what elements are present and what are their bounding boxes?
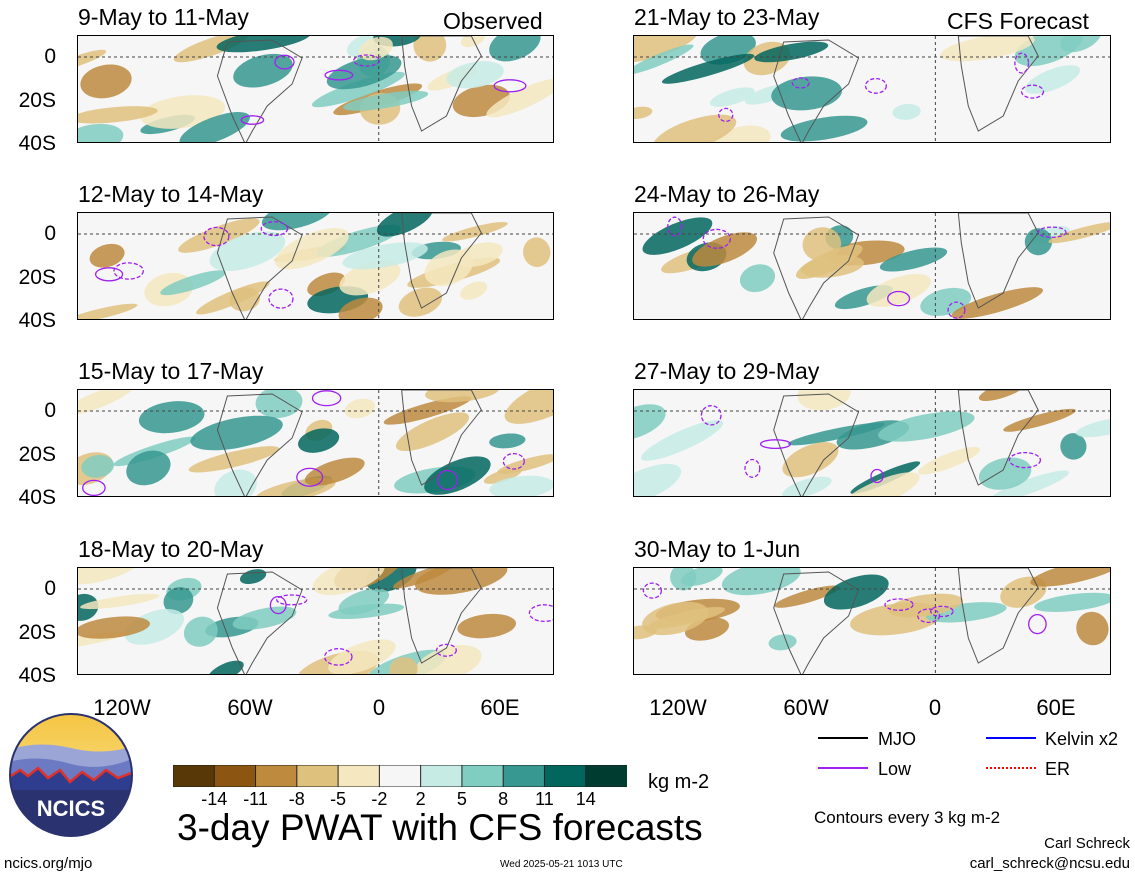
colorbar-swatch [420,765,463,787]
legend-label-er: ER [1045,759,1071,779]
ncics-logo: NCICS [9,713,133,837]
panel-title: 12-May to 14-May [78,181,264,207]
legend-label-mjo: MJO [878,729,916,749]
colorbar-tick-label: -2 [371,789,388,809]
pwat-map-panel [633,35,1111,143]
legend-line-kelvin [986,737,1036,739]
contour-note: Contours every 3 kg m-2 [814,808,1001,827]
author-email[interactable]: carl_schreck@ncsu.edu [969,855,1130,872]
colorbar-swatch [296,765,340,787]
legend-label-kelvin: Kelvin x2 [1045,729,1119,749]
colorbar-swatch [337,765,381,787]
panel-title: 30-May to 1-Jun [634,536,801,562]
colorbar-swatch [543,765,587,787]
lon-tick-label: 0 [928,695,942,720]
legend-line-low [818,767,868,769]
forecast-label: CFS Forecast [947,8,1089,34]
colorbar-tick-label: -11 [243,789,268,809]
colorbar-tick-label: 11 [535,789,554,809]
timestamp: Wed 2025-05-21 1013 UTC [500,859,623,870]
lon-tick-label: 120W [649,695,707,720]
lat-tick-label: 40S [18,664,56,687]
lat-tick-label: 0 [44,577,56,600]
lat-tick-label: 40S [18,309,56,332]
legend-line-mjo [818,737,868,739]
lat-tick-label: 0 [44,45,56,68]
colorbar-tick-label: 2 [415,789,426,809]
colorbar-swatch [502,765,546,787]
colorbar-tick-label: 5 [456,789,467,809]
lat-tick-label: 0 [44,399,56,422]
lon-tick-label: 60E [480,695,520,720]
colorbar-swatch [585,765,627,787]
pwat-map-panel [633,567,1111,675]
colorbar-swatch [378,765,422,787]
lat-tick-label: 20S [18,443,56,466]
colorbar-tick-label: -5 [330,789,347,809]
colorbar-swatch [173,765,216,787]
colorbar-units: kg m-2 [648,771,710,793]
lat-tick-label: 20S [18,89,56,112]
logo-text: NCICS [37,796,105,821]
author-name: Carl Schreck [1044,835,1130,852]
lon-tick-label: 120W [93,695,151,720]
figure-title: 3-day PWAT with CFS forecasts [177,807,703,848]
colorbar-swatch [213,765,257,787]
colorbar-swatch [255,765,298,787]
pwat-map-panel [77,35,554,143]
lon-tick-label: 60W [227,695,273,720]
colorbar-tick-label: -14 [201,789,228,809]
pwat-map-panel [77,212,554,320]
lon-tick-label: 60W [783,695,829,720]
panel-title: 27-May to 29-May [634,358,820,384]
panel-title: 15-May to 17-May [78,358,264,384]
lat-tick-label: 40S [18,486,56,509]
lat-tick-label: 20S [18,621,56,644]
lat-tick-label: 20S [18,266,56,289]
observed-label: Observed [443,8,543,34]
panel-title: 24-May to 26-May [634,181,820,207]
colorbar-tick-label: -8 [288,789,305,809]
colorbar-tick-label: 8 [498,789,509,809]
lon-tick-label: 60E [1036,695,1076,720]
panel-title: 21-May to 23-May [634,4,820,30]
website-link[interactable]: ncics.org/mjo [4,855,93,872]
pwat-map-panel [77,389,554,497]
colorbar-swatch [461,765,505,787]
lat-tick-label: 40S [18,132,56,155]
pwat-map-panel [633,212,1111,320]
lon-tick-label: 0 [372,695,386,720]
legend-label-low: Low [878,759,912,779]
lat-tick-label: 0 [44,222,56,245]
panel-title: 18-May to 20-May [78,536,264,562]
colorbar [173,765,627,787]
panel-title: 9-May to 11-May [78,4,249,30]
pwat-map-panel [77,567,554,675]
pwat-map-panel [633,389,1111,497]
legend-line-er [986,767,1036,769]
colorbar-tick-label: 14 [575,789,596,809]
